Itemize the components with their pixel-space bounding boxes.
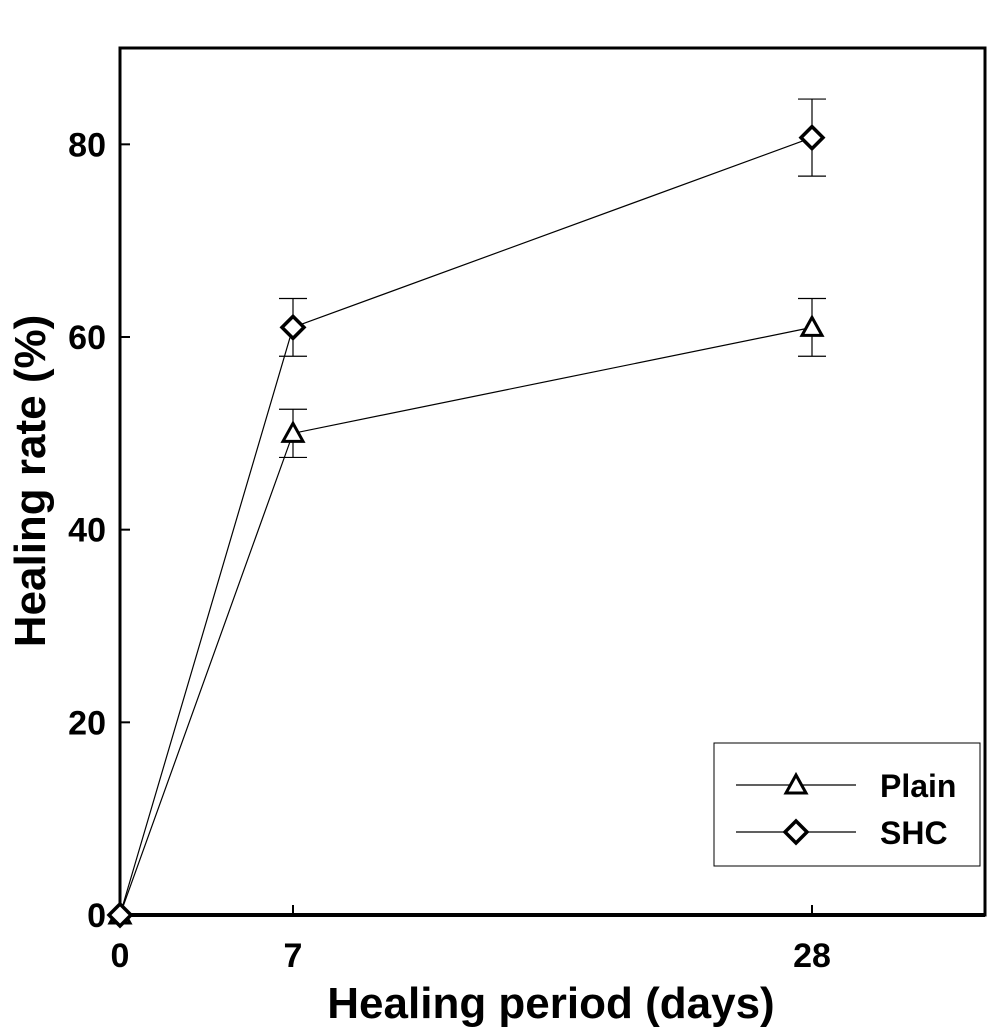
data-point-plain [280, 420, 306, 443]
plot-frame [118, 46, 987, 917]
data-point-shc [279, 313, 307, 341]
y-tick-label: 20 [68, 704, 106, 742]
series-shc [106, 98, 826, 929]
data-point-shc [798, 124, 826, 152]
legend: Plain SHC [713, 742, 981, 867]
legend-label-plain: Plain [880, 768, 956, 804]
y-axis-ticks: 0 20 40 60 80 [68, 126, 130, 935]
y-tick-label: 80 [68, 126, 106, 164]
series-layer [106, 98, 826, 929]
legend-box [713, 742, 981, 867]
legend-marker-plain [783, 771, 809, 795]
legend-label-shc: SHC [880, 815, 948, 851]
y-tick-label: 0 [87, 897, 106, 935]
y-tick-label: 60 [68, 319, 106, 357]
x-tick-label: 0 [111, 937, 130, 975]
data-point-plain [799, 314, 825, 337]
x-tick-label: 7 [284, 937, 303, 975]
data-point-shc [106, 901, 134, 929]
x-axis-title: Healing period (days) [327, 979, 774, 1028]
legend-marker-shc [782, 818, 810, 846]
x-tick-label: 28 [793, 937, 831, 975]
y-tick-label: 40 [68, 512, 106, 550]
y-axis-title: Healing rate (%) [6, 315, 55, 648]
